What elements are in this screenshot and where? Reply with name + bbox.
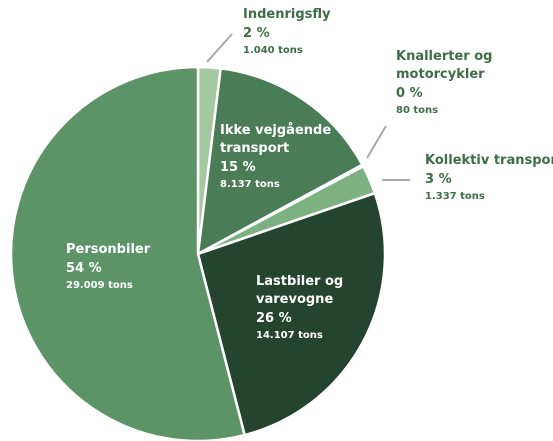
slice-label: Kollektiv transport bbox=[425, 153, 553, 168]
tons-label: 8.137 tons bbox=[220, 179, 280, 190]
tons-label: 80 tons bbox=[396, 105, 438, 116]
tons-label: 29.009 tons bbox=[66, 280, 133, 291]
percent-label: 3 % bbox=[425, 172, 452, 187]
slice-label: Knallerter og motorcykler bbox=[396, 49, 492, 82]
percent-label: 0 % bbox=[396, 86, 423, 101]
percent-label: 26 % bbox=[256, 311, 292, 326]
pie-slice bbox=[196, 191, 387, 437]
pie-slice bbox=[9, 65, 247, 441]
percent-label: 2 % bbox=[243, 26, 270, 41]
slice-label: Indenrigsfly bbox=[243, 7, 331, 22]
slice-label: Lastbiler og varevogne bbox=[256, 274, 343, 307]
leader-line bbox=[206, 33, 233, 63]
percent-label: 15 % bbox=[220, 160, 256, 175]
tons-label: 14.107 tons bbox=[256, 330, 323, 341]
slice-label: Personbiler bbox=[66, 242, 151, 257]
tons-label: 1.040 tons bbox=[243, 45, 303, 56]
leader-line bbox=[366, 125, 387, 159]
pie-slice bbox=[196, 66, 365, 257]
percent-label: 54 % bbox=[66, 261, 102, 276]
slice-label: Ikke vejgående transport bbox=[220, 123, 331, 156]
tons-label: 1.337 tons bbox=[425, 191, 485, 202]
